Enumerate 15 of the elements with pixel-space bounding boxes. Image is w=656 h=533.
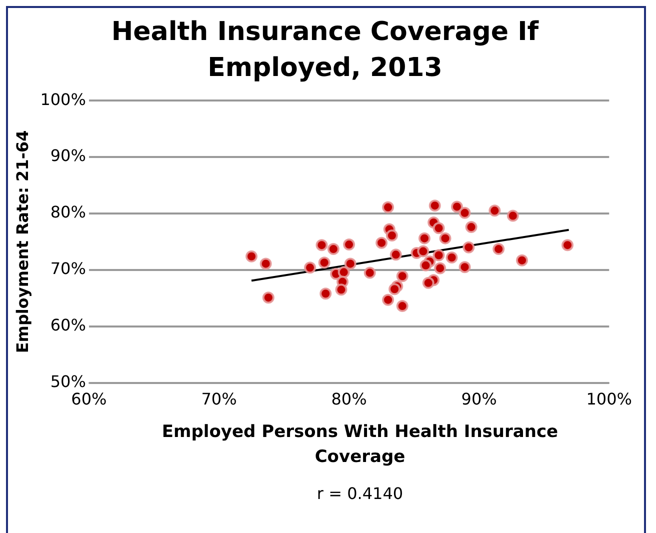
y-tick-label: 60% xyxy=(50,316,86,335)
x-tick-label: 60% xyxy=(71,390,107,409)
text: r = 0.4140 xyxy=(316,484,404,503)
y-tick-label: 90% xyxy=(50,146,86,166)
chart-title: Health Insurance Coverage If Employed, 2013 xyxy=(110,16,540,85)
x-tick-label: 70% xyxy=(201,390,237,409)
y-tick-label: 50% xyxy=(50,372,86,391)
x-tick-label: 80% xyxy=(331,390,367,409)
x-tick-label: 100% xyxy=(586,390,632,409)
y-tick-label: 70% xyxy=(50,259,86,278)
y-tick-label: 80% xyxy=(50,202,86,222)
y-tick-label: 100% xyxy=(40,90,86,109)
y-axis-title: Employment Rate: 21-64 xyxy=(12,130,32,354)
x-tick-label: 90% xyxy=(461,390,497,409)
x-axis-title: Employed Persons With Health Insurance Coverage xyxy=(160,421,560,469)
